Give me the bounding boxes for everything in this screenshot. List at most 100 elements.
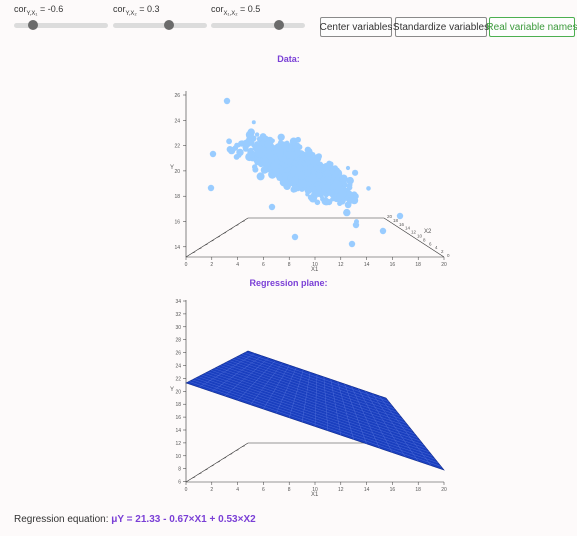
data-point [345, 190, 353, 198]
x2-tick-label: 6 [429, 241, 432, 246]
data-point [266, 151, 274, 159]
depth-tick [198, 248, 202, 250]
x1-tick-label: 18 [415, 262, 421, 268]
data-point [233, 154, 240, 160]
slider-track[interactable] [211, 20, 305, 30]
data-point [309, 157, 317, 164]
x2-axis-label: X2 [424, 229, 432, 235]
data-point [247, 149, 253, 155]
data-point [319, 183, 325, 189]
slider-label: corY,X₂ = 0.3 [113, 4, 160, 17]
data-point [305, 148, 313, 155]
data-point [322, 165, 331, 174]
data-point [338, 189, 347, 198]
data-point [251, 120, 256, 125]
y-tick-label: 10 [175, 454, 181, 460]
depth-tick [216, 461, 221, 463]
plane-grid-line [365, 390, 406, 458]
plane-grid-line [235, 357, 398, 413]
depth-tick [241, 445, 245, 448]
data-point [314, 199, 321, 206]
slider-track[interactable] [14, 20, 108, 30]
y-tick-label: 18 [175, 402, 181, 408]
regression-plane [185, 350, 445, 471]
data-point [304, 171, 311, 177]
data-point [288, 144, 293, 150]
data-point [284, 159, 290, 165]
plane-grid-line [323, 376, 329, 431]
x2-tick-label: 12 [411, 230, 417, 235]
data-point [243, 140, 249, 146]
y-tick-label: 24 [174, 118, 180, 124]
data-point [278, 139, 283, 145]
data-point [252, 164, 258, 170]
data-point [341, 181, 347, 187]
plane-grid-line [220, 365, 413, 431]
data-point [277, 133, 285, 141]
data-point [296, 164, 304, 172]
slider-thumb[interactable] [27, 20, 38, 30]
plane-grid-line [344, 383, 367, 444]
data-point [270, 146, 275, 151]
x1-tick-label: 8 [288, 262, 291, 268]
data-point [209, 150, 217, 158]
depth-tick [241, 220, 245, 223]
x1-tick-label: 20 [441, 487, 447, 493]
data-point [307, 164, 314, 171]
x1-tick-label: 12 [338, 487, 344, 493]
x1-axis-label: X1 [311, 267, 319, 273]
data-point [316, 172, 323, 179]
real-variable-names-button[interactable]: Real variable names [486, 17, 577, 37]
y-axis-label: Y [170, 165, 174, 171]
data-point [326, 189, 333, 196]
x1-tick-label: 0 [185, 262, 188, 268]
data-point [270, 138, 275, 144]
data-point [332, 179, 341, 188]
data-point [291, 176, 299, 185]
data-point [226, 138, 233, 145]
x1-tick-label: 8 [288, 487, 291, 493]
data-point [307, 194, 314, 201]
data-point [256, 145, 264, 153]
plane-grid-line [351, 386, 380, 449]
data-point [254, 141, 260, 147]
data-point [298, 179, 307, 188]
data-point [255, 150, 263, 158]
slider-thumb[interactable] [164, 20, 175, 30]
slider-thumb[interactable] [273, 20, 284, 30]
y-tick-label: 28 [175, 338, 181, 344]
y-tick-label: 16 [175, 415, 181, 421]
x2-tick-label: 4 [435, 245, 438, 250]
x2-tick-label: 16 [399, 222, 405, 227]
depth-tick [223, 232, 227, 234]
x1-tick-label: 2 [210, 262, 213, 268]
slider-track[interactable] [113, 20, 207, 30]
center-variables-button[interactable]: Center variables [320, 17, 392, 37]
y-tick-label: 18 [174, 194, 180, 200]
x1-tick-label: 14 [364, 262, 370, 268]
data-point [281, 142, 289, 150]
x1-tick-label: 20 [441, 262, 447, 268]
data-point [246, 155, 251, 160]
data-point [304, 187, 312, 194]
x2-tick-label: 8 [423, 237, 426, 242]
data-point [276, 149, 284, 158]
data-point [348, 240, 356, 248]
standardize-variables-button[interactable]: Standardize variables [393, 17, 489, 37]
x1-tick-label: 16 [390, 262, 396, 268]
plane-grid-line [330, 379, 341, 436]
data-point [291, 233, 299, 241]
depth-tick [223, 457, 227, 459]
x2-tick-label: 14 [405, 226, 411, 231]
depth-tick [198, 473, 202, 475]
x2-tick-label: 2 [441, 249, 444, 254]
data-point [283, 151, 288, 156]
data-point [293, 184, 299, 190]
x1-tick-label: 6 [262, 262, 265, 268]
y-axis-label: Y [170, 387, 174, 393]
slider-label: corX₁,X₂ = 0.5 [211, 4, 261, 17]
plane-grid-line [244, 352, 389, 402]
